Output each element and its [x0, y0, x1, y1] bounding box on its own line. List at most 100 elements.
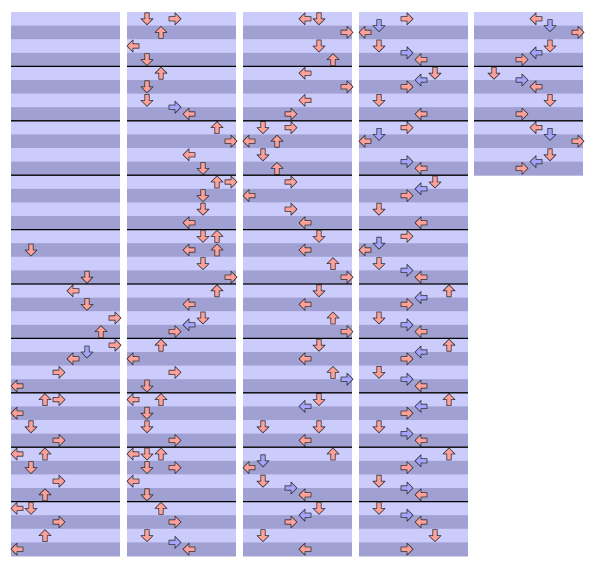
- step-arrow: [10, 542, 24, 556]
- chart-column: [126, 12, 238, 557]
- step-arrow: [400, 372, 414, 386]
- beat-stripe: [243, 474, 352, 489]
- chart-column: [10, 12, 122, 557]
- beat-stripe: [359, 392, 468, 407]
- step-arrow: [182, 216, 196, 230]
- beat-stripe: [474, 120, 583, 135]
- beat-stripe: [359, 66, 468, 81]
- step-arrow: [358, 134, 372, 148]
- beat-stripe: [243, 188, 352, 203]
- step-arrow: [312, 39, 326, 53]
- step-arrow: [168, 12, 182, 26]
- beat-stripe: [243, 216, 352, 231]
- step-arrow: [372, 365, 386, 379]
- step-arrow: [487, 66, 501, 80]
- beat-stripe: [243, 433, 352, 448]
- beat-stripe: [359, 433, 468, 448]
- beat-stripe: [127, 120, 236, 135]
- beat-stripe: [11, 12, 120, 27]
- beat-stripe: [11, 488, 120, 503]
- step-arrow: [154, 501, 168, 515]
- step-arrow: [24, 420, 38, 434]
- beat-stripe: [11, 311, 120, 326]
- step-arrow: [414, 345, 428, 359]
- beat-stripe: [127, 352, 236, 367]
- step-arrow: [210, 243, 224, 257]
- beat-stripe: [359, 352, 468, 367]
- beat-stripe: [359, 406, 468, 421]
- step-arrow: [571, 26, 585, 39]
- beat-stripe: [11, 297, 120, 312]
- step-arrow: [256, 148, 270, 162]
- step-arrow: [242, 134, 256, 148]
- beat-stripe: [127, 447, 236, 462]
- step-arrow: [543, 127, 557, 141]
- step-arrow: [126, 352, 140, 366]
- beat-stripe: [359, 12, 468, 27]
- step-arrow: [358, 26, 372, 39]
- beat-stripe: [11, 107, 120, 122]
- beat-stripe: [359, 420, 468, 435]
- step-arrow: [515, 107, 529, 121]
- step-arrow: [224, 270, 238, 284]
- step-arrow: [140, 379, 154, 393]
- step-arrow: [210, 284, 224, 298]
- beat-stripe: [243, 270, 352, 285]
- step-arrow: [414, 291, 428, 305]
- step-arrow: [80, 270, 94, 284]
- step-arrow: [400, 461, 414, 475]
- beat-stripe: [11, 120, 120, 135]
- step-arrow: [154, 447, 168, 461]
- step-arrow: [414, 515, 428, 529]
- beat-stripe: [11, 134, 120, 149]
- beat-stripe: [243, 148, 352, 163]
- step-arrow: [284, 515, 298, 529]
- step-arrow: [372, 236, 386, 250]
- beat-stripe: [243, 365, 352, 380]
- beat-stripe: [127, 25, 236, 40]
- step-arrow: [340, 80, 354, 94]
- beat-stripe: [127, 80, 236, 95]
- step-arrow: [529, 80, 543, 94]
- step-arrow: [400, 406, 414, 420]
- beat-stripe: [11, 515, 120, 530]
- beat-stripe: [11, 175, 120, 190]
- step-arrow: [66, 352, 80, 366]
- step-arrow: [10, 406, 24, 420]
- step-arrow: [312, 284, 326, 298]
- beat-stripe: [243, 80, 352, 95]
- beat-stripe: [11, 392, 120, 407]
- step-arrow: [168, 100, 182, 114]
- step-arrow: [38, 393, 52, 407]
- beat-stripe: [359, 270, 468, 285]
- beat-stripe: [127, 188, 236, 203]
- step-arrow: [400, 352, 414, 366]
- beat-stripe: [127, 392, 236, 407]
- step-arrow: [298, 66, 312, 80]
- step-arrow: [400, 318, 414, 332]
- step-arrow: [168, 536, 182, 549]
- beat-stripe: [11, 25, 120, 40]
- beat-stripe: [11, 420, 120, 435]
- beat-stripe: [359, 324, 468, 339]
- step-arrow: [326, 447, 340, 461]
- step-arrow: [284, 107, 298, 121]
- step-arrow: [256, 474, 270, 488]
- beat-stripe: [474, 107, 583, 122]
- beat-stripe: [11, 284, 120, 299]
- beat-stripe: [359, 311, 468, 326]
- beat-stripe: [127, 379, 236, 394]
- beat-stripe: [243, 39, 352, 54]
- beat-stripe: [127, 39, 236, 54]
- step-arrow: [515, 73, 529, 87]
- step-arrow: [256, 121, 270, 134]
- beat-stripe: [243, 120, 352, 135]
- beat-stripe: [11, 460, 120, 475]
- beat-stripe: [127, 134, 236, 149]
- beat-stripe: [359, 284, 468, 299]
- beat-stripe: [127, 52, 236, 67]
- step-arrow: [126, 474, 140, 488]
- step-arrow: [543, 39, 557, 53]
- beat-stripe: [127, 542, 236, 557]
